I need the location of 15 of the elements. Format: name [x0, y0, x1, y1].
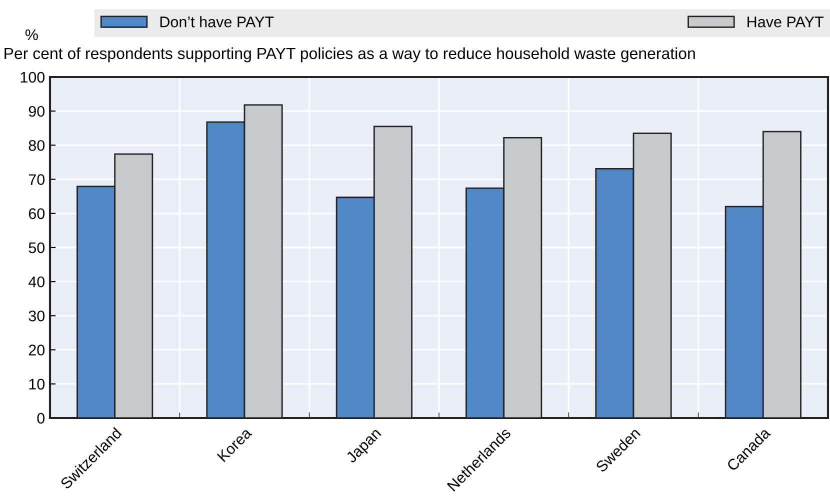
y-tick-label: 50 — [28, 242, 45, 254]
chart-title: Per cent of respondents supporting PAYT policies as a way to reduce household waste generation — [4, 47, 695, 62]
y-tick-label: 100 — [20, 72, 45, 83]
y-tick-label: 70 — [28, 174, 45, 185]
y-tick-label: 80 — [28, 140, 45, 151]
y-axis-title: % — [25, 29, 38, 40]
y-tick-label: 90 — [28, 106, 45, 117]
legend-label: Don’t have PAYT — [160, 16, 274, 28]
y-tick-label: 60 — [28, 208, 45, 220]
legend-label: Have PAYT — [748, 16, 824, 28]
y-tick-label: 40 — [28, 276, 45, 288]
y-tick-label: 10 — [29, 378, 45, 390]
y-tick-label: 0 — [37, 412, 45, 424]
y-tick-label: 30 — [28, 310, 45, 322]
y-tick-label: 20 — [28, 344, 45, 356]
